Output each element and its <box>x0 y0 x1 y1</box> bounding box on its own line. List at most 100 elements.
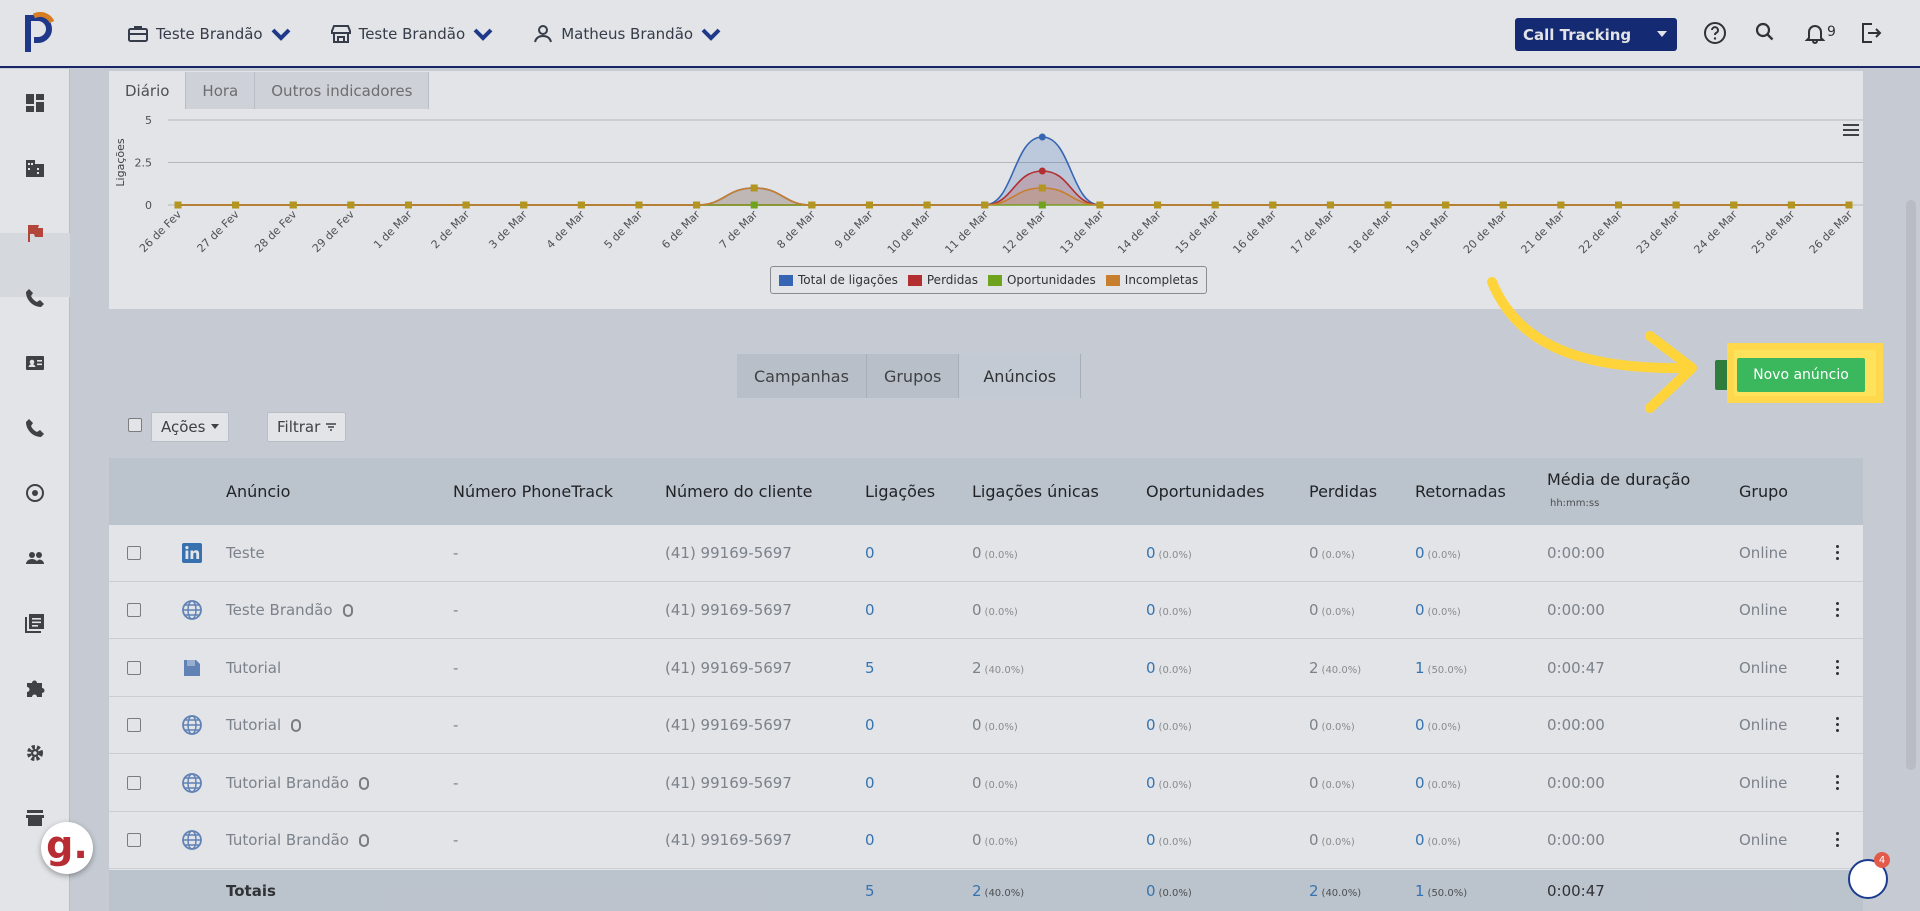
returned[interactable]: 0 <box>1415 544 1425 562</box>
calls-count[interactable]: 0 <box>865 773 875 792</box>
tab-hora[interactable]: Hora <box>186 72 256 109</box>
sidebar-item-dashboard[interactable] <box>21 89 49 117</box>
x-tick-label: 28 de Fev <box>252 208 300 256</box>
more-options-icon[interactable] <box>1836 832 1840 848</box>
th-oportunidades[interactable]: Oportunidades <box>1146 482 1265 501</box>
sidebar-item-contacts[interactable] <box>21 349 49 377</box>
th-anuncio[interactable]: Anúncio <box>226 482 291 501</box>
data-point <box>693 201 701 209</box>
more-options-icon[interactable] <box>1836 545 1840 561</box>
table-row[interactable]: Teste - (41) 99169-5697 0 0 (0.0%) 0 (0.0%… <box>109 525 1863 582</box>
y-tick-label: 2.5 <box>135 157 153 170</box>
sidebar-item-calls[interactable] <box>21 284 49 312</box>
tab-outros-indicadores[interactable]: Outros indicadores <box>255 72 430 109</box>
user-menu[interactable]: Matheus Brandão <box>531 22 723 46</box>
legend-total[interactable]: Total de ligações <box>779 273 898 287</box>
returned[interactable]: 1 <box>1415 658 1425 677</box>
calls-count[interactable]: 0 <box>865 831 875 849</box>
th-numero-cliente[interactable]: Número do cliente <box>665 482 813 501</box>
sidebar-item-settings[interactable] <box>21 739 49 767</box>
sidebar-item-campaigns[interactable] <box>21 219 49 247</box>
calls-count[interactable]: 5 <box>865 658 875 677</box>
company-menu[interactable]: Teste Brandão <box>126 22 293 46</box>
row-checkbox[interactable] <box>127 775 141 790</box>
table-row[interactable]: Tutorial Brandão - (41) 99169-5697 0 0 (0… <box>109 754 1863 812</box>
group-name: Online <box>1739 601 1788 620</box>
th-grupo[interactable]: Grupo <box>1739 482 1789 501</box>
select-all-checkbox[interactable] <box>128 418 142 432</box>
th-ligacoes[interactable]: Ligações <box>865 482 936 501</box>
opportunities[interactable]: 0 <box>1146 601 1156 620</box>
sidebar-item-phone-numbers[interactable] <box>21 414 49 442</box>
ad-name[interactable]: Tutorial Brandão <box>226 773 349 792</box>
opportunities[interactable]: 0 <box>1146 773 1156 792</box>
search-icon[interactable] <box>1752 19 1778 45</box>
row-checkbox[interactable] <box>127 718 141 733</box>
row-checkbox[interactable] <box>127 833 141 847</box>
row-checkbox[interactable] <box>127 546 141 560</box>
table-row[interactable]: Tutorial - (41) 99169-5697 0 0 (0.0%) 0 (0… <box>109 697 1863 755</box>
opportunities[interactable]: 0 <box>1146 716 1156 735</box>
table-row[interactable]: Teste Brandão - (41) 99169-5697 0 0 (0.0%… <box>109 582 1863 640</box>
returned[interactable]: 0 <box>1415 716 1425 735</box>
novo-anuncio-button[interactable]: Novo anúncio <box>1737 358 1865 392</box>
filter-button[interactable]: Filtrar <box>267 412 347 442</box>
chart-menu-icon[interactable] <box>1843 124 1859 139</box>
bell-icon[interactable] <box>1802 20 1828 46</box>
phonetrack-logo[interactable] <box>22 12 56 54</box>
logout-icon[interactable] <box>1858 20 1884 46</box>
tab-campanhas[interactable]: Campanhas <box>737 354 867 398</box>
unique-calls: 2 <box>972 658 982 677</box>
sidebar-item-store[interactable] <box>21 804 49 832</box>
more-options-icon[interactable] <box>1836 717 1840 733</box>
th-numero-phonetrack[interactable]: Número PhoneTrack <box>453 482 614 501</box>
ad-name[interactable]: Teste <box>226 544 265 562</box>
sidebar-item-dial[interactable] <box>21 479 49 507</box>
calls-count[interactable]: 0 <box>865 716 875 735</box>
phonetrack-number: - <box>453 601 459 620</box>
more-options-icon[interactable] <box>1836 659 1840 676</box>
guide-badge[interactable]: g. <box>41 822 93 874</box>
help-icon[interactable] <box>1702 20 1728 46</box>
ad-name[interactable]: Tutorial <box>226 658 282 677</box>
sidebar-item-companies[interactable] <box>21 154 49 182</box>
opportunities[interactable]: 0 <box>1146 544 1156 562</box>
row-checkbox[interactable] <box>127 603 141 618</box>
legend-incompletas[interactable]: Incompletas <box>1105 273 1198 287</box>
th-perdidas[interactable]: Perdidas <box>1309 482 1378 501</box>
th-media-duracao[interactable]: Média de duração <box>1547 470 1691 489</box>
legend-oportunidades[interactable]: Oportunidades <box>987 273 1096 287</box>
scrollbar[interactable] <box>1906 200 1916 770</box>
sidebar-item-integrations[interactable] <box>21 674 49 702</box>
dashboard-icon <box>26 94 44 112</box>
tab-diario[interactable]: Diário <box>109 72 187 109</box>
th-ligacoes-unicas[interactable]: Ligações únicas <box>972 482 1099 501</box>
legend-perdidas[interactable]: Perdidas <box>907 273 978 287</box>
opportunities[interactable]: 0 <box>1146 658 1156 677</box>
table-row[interactable]: Tutorial - (41) 99169-5697 5 2 (40.0%) 0(… <box>109 639 1863 697</box>
row-checkbox[interactable] <box>127 660 141 675</box>
x-tick-label: 14 de Mar <box>1115 208 1164 257</box>
ad-name[interactable]: Teste Brandão <box>226 601 333 620</box>
table-row[interactable]: Tutorial Brandão - (41) 99169-5697 0 0 (0… <box>109 812 1863 869</box>
calls-count[interactable]: 0 <box>865 544 875 562</box>
ad-name[interactable]: Tutorial Brandão <box>226 831 349 849</box>
sidebar-item-reports[interactable] <box>21 609 49 637</box>
more-options-icon[interactable] <box>1836 602 1840 618</box>
ad-name[interactable]: Tutorial <box>226 716 282 735</box>
tab-anuncios[interactable]: Anúncios <box>959 354 1082 398</box>
opportunities[interactable]: 0 <box>1146 831 1156 849</box>
calls-count[interactable]: 0 <box>865 601 875 620</box>
tab-grupos[interactable]: Grupos <box>866 354 960 398</box>
legend-oportunidades-label: Oportunidades <box>1006 273 1096 287</box>
returned[interactable]: 0 <box>1415 601 1425 620</box>
store-menu[interactable]: Teste Brandão <box>329 22 496 46</box>
unique-calls: 0 <box>972 716 982 735</box>
th-retornadas[interactable]: Retornadas <box>1415 482 1506 501</box>
actions-button[interactable]: Ações <box>151 412 230 442</box>
product-select[interactable]: Call Tracking <box>1515 18 1677 51</box>
returned[interactable]: 0 <box>1415 773 1425 792</box>
returned[interactable]: 0 <box>1415 831 1425 849</box>
sidebar-item-users[interactable] <box>21 544 49 572</box>
more-options-icon[interactable] <box>1836 774 1840 791</box>
